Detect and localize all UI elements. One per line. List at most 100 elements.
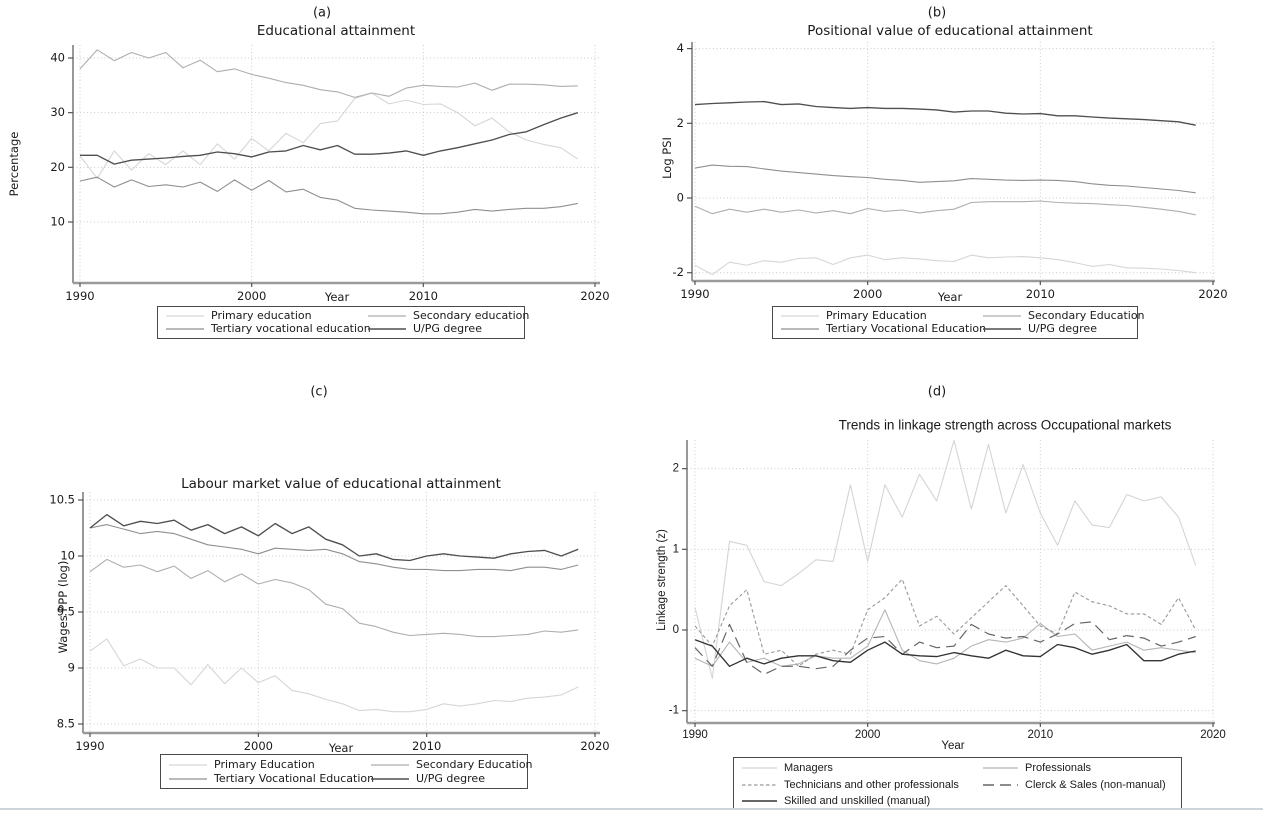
- legend-entry: Professionals: [983, 762, 1091, 774]
- series-line-technicians-and-other-professionals: [694, 578, 1197, 667]
- series-line-secondary-education: [89, 558, 579, 638]
- legend-entry: Tertiary vocational education: [166, 323, 371, 335]
- y-tick-label: 20: [50, 160, 65, 174]
- x-tick-label: 2020: [1200, 729, 1226, 741]
- x-tick-label: 2010: [412, 739, 441, 753]
- x-tick-label: 2020: [580, 739, 609, 753]
- x-tick-label: 2010: [1026, 287, 1055, 301]
- y-tick-label: -2: [673, 265, 684, 279]
- y-tick-label: 0: [673, 624, 679, 636]
- x-tick-label: 1990: [682, 729, 708, 741]
- legend-entry: Primary Education: [169, 759, 315, 771]
- y-tick-label: 9.5: [57, 605, 75, 619]
- legend-swatch-line: [781, 315, 819, 317]
- legend-label: Clerck & Sales (non-manual): [1025, 778, 1166, 791]
- y-tick-label: 10.5: [49, 493, 75, 507]
- window-bottom-divider: [0, 808, 1263, 810]
- panel-d-legend: Managers Professionals Technicians and oth…: [733, 757, 1182, 809]
- x-tick-label: 2010: [1028, 729, 1054, 741]
- y-tick-label: 1: [673, 543, 679, 555]
- legend-label: Tertiary Vocational Education: [214, 771, 375, 785]
- series-line-u-pg-degree: [694, 100, 1196, 126]
- panel-a-tag: (a): [312, 5, 332, 21]
- legend-entry: U/PG degree: [371, 771, 485, 785]
- y-tick-label: 4: [677, 41, 684, 55]
- series-line-secondary-education: [694, 200, 1196, 216]
- series-line-skilled-and-unskilled-manual-: [694, 639, 1196, 667]
- legend-label: Tertiary Vocational Education: [826, 322, 987, 335]
- panel-c-xaxis-label: Year: [328, 741, 354, 755]
- legend-label: Technicians and other professionals: [784, 778, 959, 791]
- legend-swatch-line: [368, 328, 406, 330]
- y-tick-label: 40: [50, 50, 65, 64]
- legend-label: Tertiary vocational education: [211, 322, 371, 335]
- legend-swatch-line: [166, 328, 204, 330]
- panel-a-legend: Primary education Secondary education Tert…: [157, 306, 529, 339]
- legend-label: Skilled and unskilled (manual): [784, 795, 931, 807]
- legend-swatch-line: [742, 800, 777, 802]
- series-line-u-pg-degree: [89, 513, 579, 562]
- legend-entry: Clerck & Sales (non-manual): [983, 779, 1166, 791]
- legend-entry: Tertiary Vocational Education: [781, 323, 986, 335]
- y-tick-label: 2: [673, 463, 679, 475]
- x-tick-label: 2000: [237, 289, 266, 303]
- series-line-clerck-sales-non-manual-: [694, 621, 1196, 676]
- legend-swatch-line: [983, 315, 1021, 317]
- legend-swatch-line: [371, 777, 409, 780]
- legend-entry: U/PG degree: [368, 323, 482, 335]
- legend-label: Primary education: [211, 309, 312, 322]
- legend-entry: U/PG degree: [983, 323, 1097, 335]
- y-tick-label: 8.5: [57, 717, 75, 731]
- y-tick-label: 30: [50, 105, 65, 119]
- legend-entry: Secondary education: [368, 310, 529, 322]
- y-tick-label: 10: [60, 549, 75, 563]
- series-line-tertiary-vocational-education: [79, 176, 578, 215]
- series-line-managers: [694, 439, 1197, 679]
- y-tick-label: 0: [677, 191, 684, 205]
- legend-entry: Secondary Education: [371, 759, 533, 771]
- legend-label: Primary Education: [214, 758, 315, 771]
- x-tick-label: 2000: [244, 739, 273, 753]
- legend-swatch-line: [742, 783, 777, 786]
- panel-c-legend: Primary Education Secondary Education Tert…: [160, 754, 533, 789]
- x-tick-label: 2020: [580, 289, 609, 303]
- series-line-professionals: [694, 609, 1196, 667]
- panel-a-title: Educational attainment: [256, 23, 416, 39]
- x-tick-label: 1990: [75, 739, 104, 753]
- legend-swatch-line: [742, 767, 777, 769]
- legend-label: U/PG degree: [416, 771, 485, 785]
- series-line-primary-education: [79, 92, 579, 179]
- legend-entry: Primary education: [166, 310, 312, 322]
- legend-label: Secondary Education: [416, 758, 533, 771]
- legend-label: Secondary education: [413, 309, 530, 322]
- panel-a-xaxis-label: Year: [324, 290, 350, 304]
- legend-entry: Skilled and unskilled (manual): [742, 795, 930, 807]
- x-tick-label: 2000: [855, 729, 881, 741]
- panel-d-yaxis-label: Linkage strength (z): [656, 529, 668, 631]
- legend-entry: Primary Education: [781, 310, 927, 322]
- series-line-tertiary-vocational-education: [89, 524, 579, 572]
- panel-c-tag: (c): [310, 384, 328, 400]
- legend-swatch-line: [983, 767, 1018, 769]
- legend-swatch-line: [169, 764, 207, 766]
- legend-entry: Secondary Education: [983, 310, 1145, 322]
- series-line-primary-education: [694, 254, 1196, 276]
- legend-swatch-line: [166, 315, 204, 317]
- panel-b-yaxis-label: Log PSI: [660, 137, 674, 179]
- panel-c-title: Labour market value of educational attai…: [181, 476, 501, 492]
- panel-a-yaxis-label: Percentage: [7, 131, 21, 197]
- legend-swatch-line: [983, 328, 1021, 330]
- legend-entry: Managers: [742, 762, 833, 774]
- series-line-primary-education: [89, 638, 579, 713]
- x-tick-label: 2020: [1198, 287, 1227, 301]
- panel-d-xaxis-label: Year: [941, 740, 965, 752]
- legend-swatch-line: [983, 783, 1018, 786]
- legend-label: Secondary Education: [1028, 309, 1145, 322]
- x-tick-label: 2010: [409, 289, 438, 303]
- panel-b-title: Positional value of educational attainme…: [807, 23, 1093, 39]
- y-tick-label: 9: [68, 661, 75, 675]
- legend-entry: Tertiary Vocational Education: [169, 771, 375, 785]
- legend-swatch-line: [371, 764, 409, 766]
- panel-d-tag: (d): [927, 384, 947, 400]
